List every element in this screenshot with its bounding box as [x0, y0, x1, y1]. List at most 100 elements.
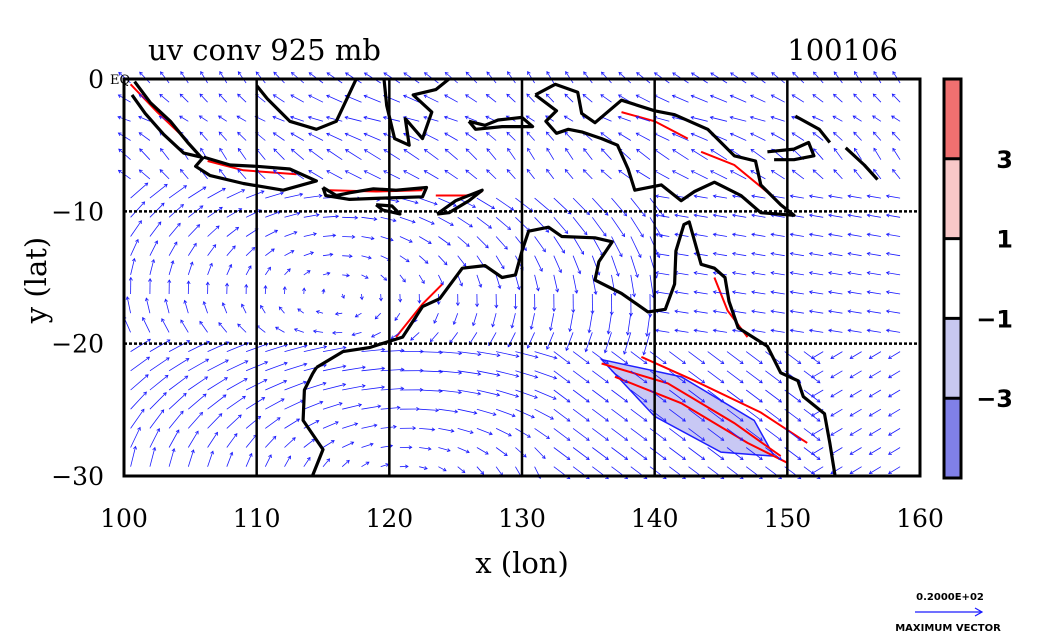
wind-vector-head: [593, 291, 598, 295]
wind-vector: [364, 95, 381, 103]
wind-vector: [534, 351, 557, 359]
wind-vector: [361, 461, 370, 468]
wind-vector: [332, 332, 343, 334]
wind-vector: [433, 313, 439, 324]
wind-vector: [534, 408, 554, 420]
wind-vector: [260, 305, 266, 314]
wind-vector-head: [496, 392, 501, 397]
wind-vector-head: [506, 93, 511, 98]
wind-vector-head: [358, 403, 363, 408]
wind-vector-head: [202, 186, 207, 191]
wind-vector-head: [758, 437, 763, 441]
wind-vector: [180, 169, 189, 180]
wind-vector: [380, 463, 389, 468]
wind-vector-head: [275, 326, 279, 331]
wind-vector: [188, 376, 208, 391]
wind-vector-head: [255, 71, 260, 76]
wind-vector: [534, 447, 546, 459]
wind-vector: [207, 394, 227, 410]
wind-vector-head: [193, 242, 197, 247]
wind-vector-head: [276, 417, 281, 421]
wind-vector: [745, 351, 763, 364]
wind-vector-head: [446, 241, 451, 246]
wind-vector-head: [175, 429, 180, 434]
wind-vector: [237, 169, 247, 180]
wind-vector-head: [218, 322, 223, 326]
wind-vector-head: [635, 132, 640, 137]
wind-vector-head: [414, 200, 419, 205]
wind-vector: [226, 189, 245, 199]
wind-vector-head: [163, 392, 167, 396]
wind-vector: [219, 71, 228, 84]
wind-vector-head: [383, 277, 388, 281]
wind-vector: [226, 378, 248, 391]
wind-vector-head: [326, 271, 331, 276]
wind-vector-head: [750, 170, 755, 174]
wind-vector-head: [534, 354, 539, 359]
wind-vector-head: [179, 168, 184, 173]
wind-vector: [492, 313, 497, 327]
wind-vector: [546, 169, 555, 180]
wind-vector: [790, 233, 804, 237]
wind-vector-head: [344, 149, 349, 153]
wind-vector-head: [472, 204, 476, 208]
wind-vector: [438, 216, 454, 226]
wind-vector-head: [566, 456, 571, 460]
wind-vector-head: [853, 71, 858, 75]
wind-vector-head: [751, 271, 756, 276]
axis-ticks: 100 110 120 130 140 150 160 0 −10 −20 −30: [51, 65, 944, 533]
wind-vector: [611, 428, 628, 441]
wind-vector-head: [816, 418, 821, 422]
wind-vector: [849, 447, 862, 455]
wind-vector-head: [720, 437, 725, 441]
wind-vector-head: [221, 187, 226, 192]
wind-vector: [713, 253, 728, 257]
wind-vector-head: [302, 287, 307, 292]
wind-vector: [636, 132, 651, 141]
wind-vector-head: [891, 131, 896, 136]
wind-vector: [168, 410, 184, 429]
wind-vector-head: [202, 393, 207, 398]
wind-vector: [649, 408, 667, 422]
wind-vector: [649, 389, 667, 403]
wind-vector-head: [770, 251, 775, 256]
wind-vector: [139, 169, 151, 180]
wind-vector: [438, 408, 458, 413]
x-tick-label: 110: [233, 504, 281, 533]
wind-vector: [694, 291, 708, 295]
wind-vector-head: [507, 226, 512, 230]
wind-vector-head: [139, 148, 143, 153]
wind-vector: [669, 447, 686, 460]
wind-vector-head: [443, 261, 448, 266]
wind-vector: [265, 398, 285, 410]
wind-vector: [419, 216, 435, 225]
wind-vector: [751, 195, 766, 199]
wind-vector-head: [507, 343, 512, 348]
wind-vector-head: [430, 221, 435, 225]
wind-vector: [611, 447, 628, 460]
wind-vector: [495, 216, 511, 230]
wind-vector-head: [710, 149, 715, 153]
wind-vector: [515, 351, 538, 358]
wind-vector-head: [571, 309, 576, 314]
wind-vector-head: [532, 307, 537, 311]
wind-vector: [160, 71, 170, 84]
wind-vector: [187, 243, 197, 256]
wind-vector-head: [624, 456, 629, 460]
wind-vector-head: [789, 328, 794, 333]
wind-vector-head: [585, 379, 590, 384]
wind-vector-head: [186, 340, 191, 344]
wind-vector-head: [205, 281, 210, 286]
wind-vector-head: [393, 424, 397, 429]
wind-vector-head: [237, 147, 242, 152]
wind-vector-head: [645, 333, 650, 337]
wind-vector-head: [205, 358, 210, 363]
wind-vector-head: [218, 93, 223, 98]
wind-vector-head: [866, 213, 871, 218]
wind-vector: [892, 169, 901, 180]
wind-vector: [245, 416, 261, 429]
wind-vector-head: [868, 470, 873, 475]
wind-vector: [600, 169, 612, 180]
wind-vector: [832, 115, 843, 122]
wind-vector: [453, 313, 459, 325]
